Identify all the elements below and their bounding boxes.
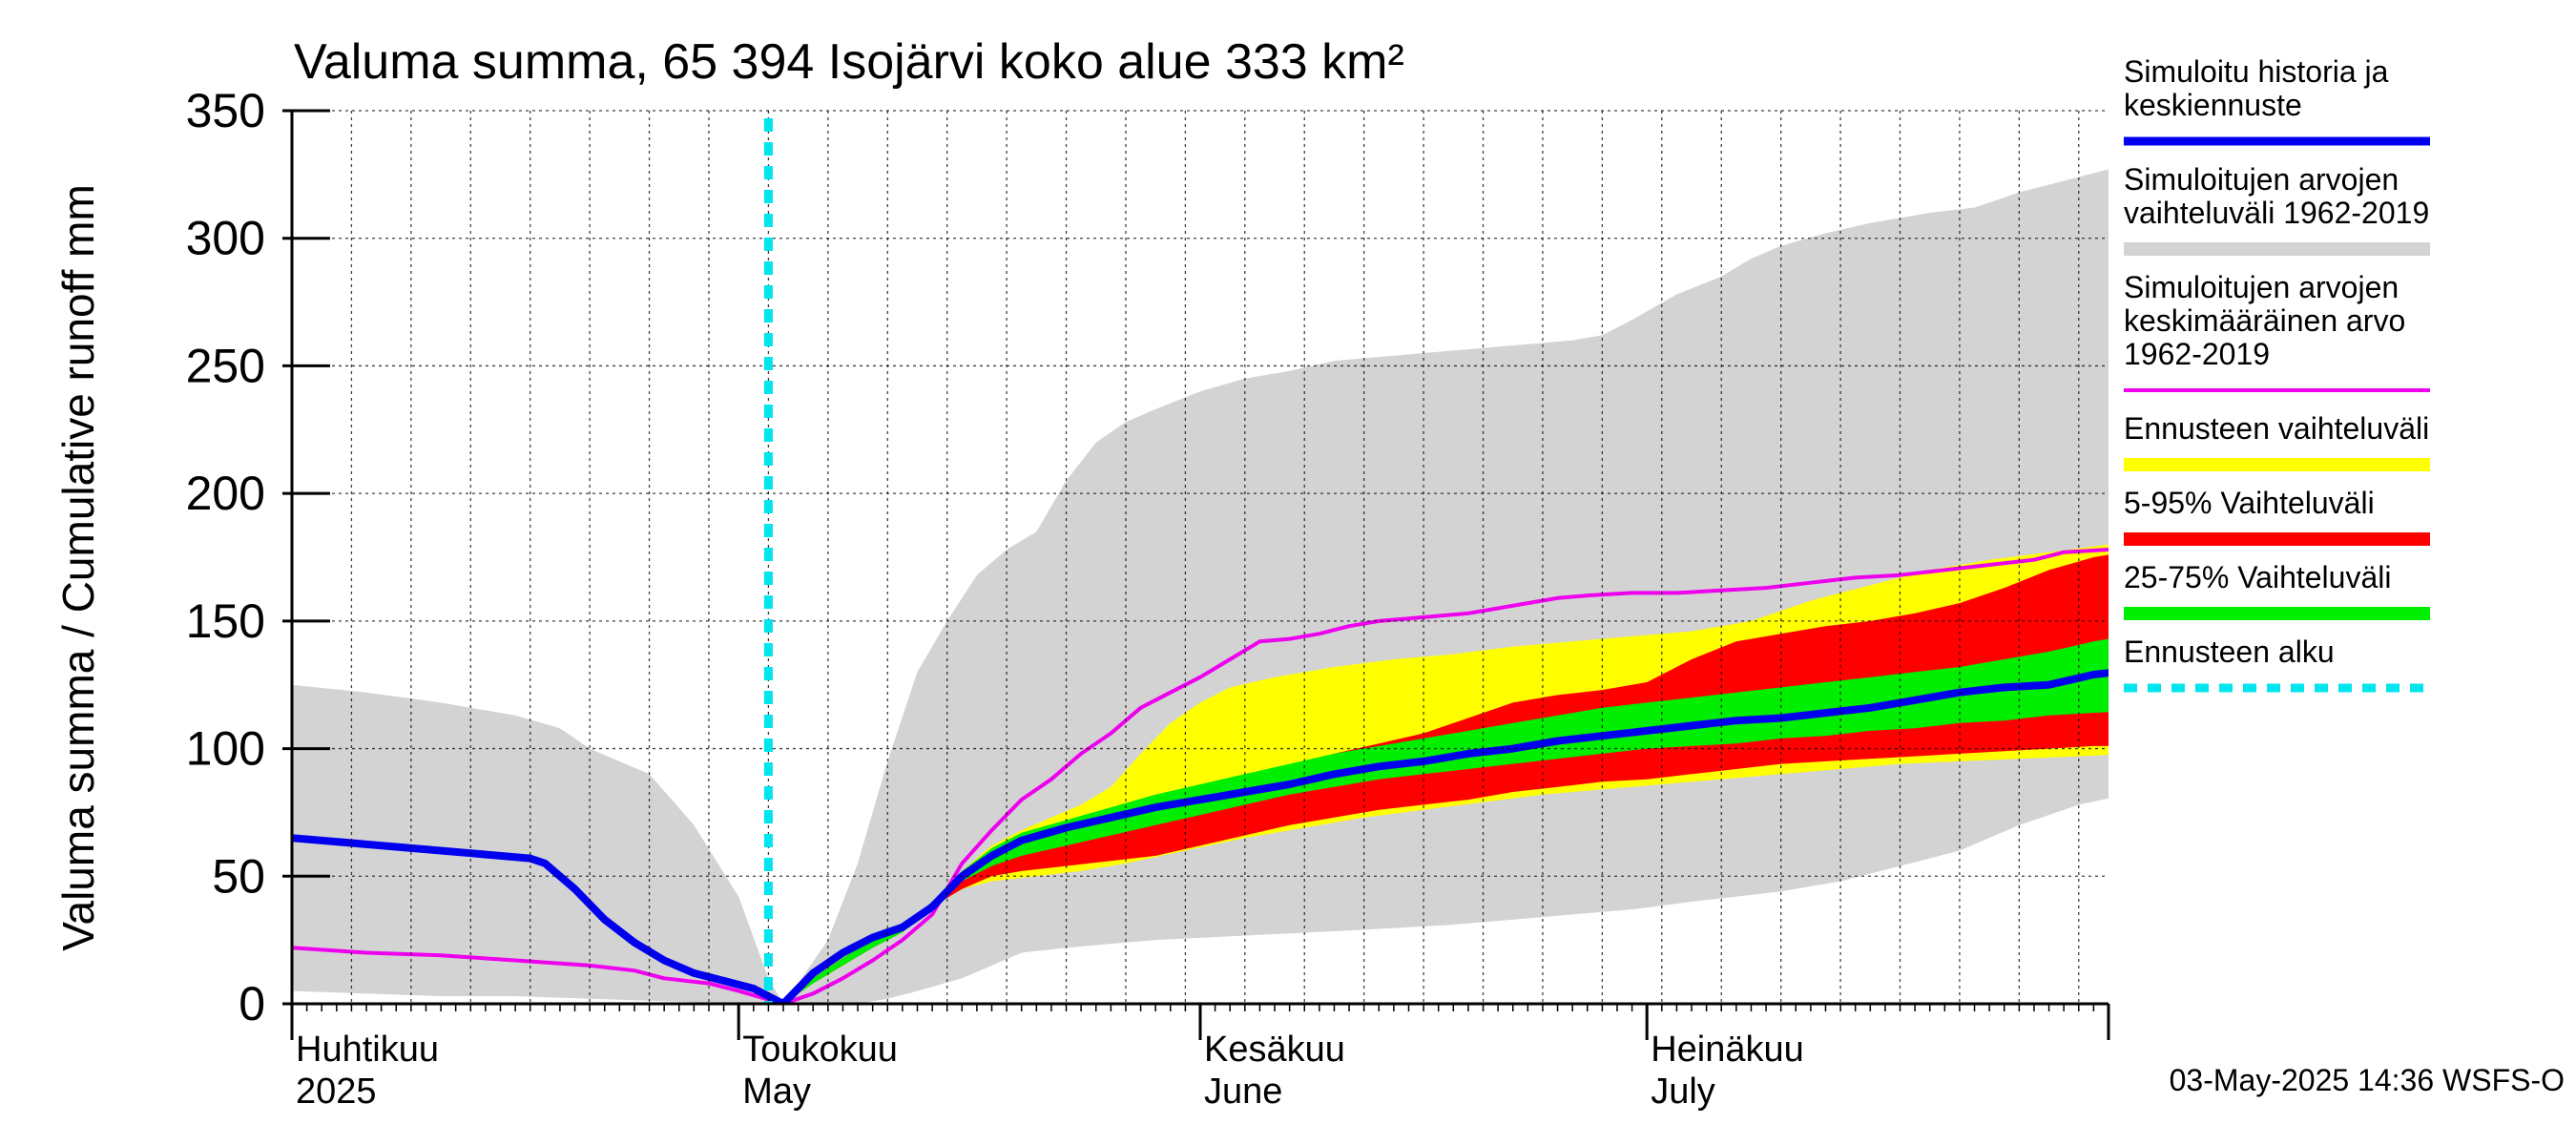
month-label-fi: Toukokuu	[742, 1030, 898, 1070]
y-tick-label: 300	[186, 212, 265, 265]
grid	[292, 110, 2109, 1004]
legend-label-1: vaihteluväli 1962-2019	[2124, 196, 2429, 230]
y-tick-label: 200	[186, 467, 265, 520]
legend-label-4: 5-95% Vaihteluväli	[2124, 486, 2375, 520]
month-label-fi: Heinäkuu	[1651, 1030, 1804, 1070]
series-line-1	[292, 669, 2109, 1004]
legend-label-5: 25-75% Vaihteluväli	[2124, 560, 2391, 594]
plot-area	[292, 169, 2109, 1004]
y-tick-label: 50	[212, 849, 265, 903]
band-0	[292, 169, 2109, 1004]
legend-label-2: Simuloitujen arvojen	[2124, 270, 2399, 304]
legend-label-0: keskiennuste	[2124, 88, 2302, 122]
band-3	[783, 638, 2109, 1004]
y-tick-label: 0	[239, 977, 265, 1030]
legend-label-0: Simuloitu historia ja	[2124, 54, 2389, 89]
month-label-en: June	[1204, 1072, 1282, 1112]
month-label-fi: Kesäkuu	[1204, 1030, 1345, 1070]
y-tick-label: 250	[186, 339, 265, 392]
month-label-en: July	[1651, 1072, 1715, 1112]
band-2	[783, 554, 2109, 1004]
y-tick-label: 100	[186, 722, 265, 776]
legend-label-6: Ennusteen alku	[2124, 635, 2335, 669]
month-label-en: May	[742, 1072, 811, 1112]
month-label-en: 2025	[296, 1072, 377, 1112]
legend-label-2: 1962-2019	[2124, 337, 2270, 371]
chart-title: Valuma summa, 65 394 Isojärvi koko alue …	[294, 34, 1404, 90]
footer-timestamp: 03-May-2025 14:36 WSFS-O	[2170, 1063, 2565, 1097]
series-line-0	[292, 547, 2109, 1004]
y-tick-label: 150	[186, 594, 265, 648]
y-tick-label: 350	[186, 84, 265, 137]
legend-label-2: keskimääräinen arvo	[2124, 303, 2405, 338]
legend-label-1: Simuloitujen arvojen	[2124, 162, 2399, 197]
month-label-fi: Huhtikuu	[296, 1030, 439, 1070]
legend-label-3: Ennusteen vaihteluväli	[2124, 411, 2429, 446]
y-axis-label: Valuma summa / Cumulative runoff mm	[53, 184, 103, 951]
